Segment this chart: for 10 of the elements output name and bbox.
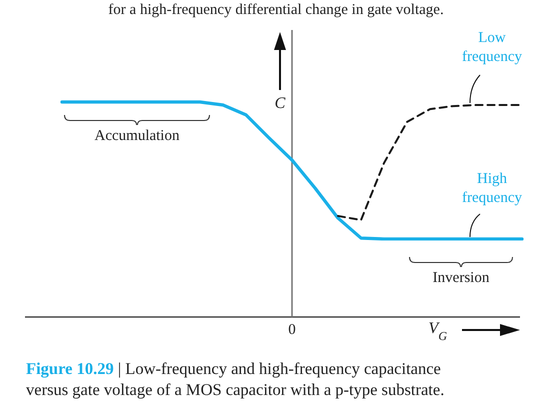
text: High frequency [462, 171, 522, 206]
annotation: Inversion [432, 270, 490, 286]
y-axis-title: C [274, 95, 286, 112]
annotation: Accumulation [94, 128, 180, 144]
text: 0 [288, 322, 296, 338]
text: Low frequency [462, 30, 522, 65]
text: for a high-frequency differential change in gate voltage. [108, 2, 444, 18]
text: versus gate voltage of a MOS capacitor with a p-type substrate. [26, 380, 444, 399]
x-axis-title: V$_{G}$ [428, 320, 448, 343]
caption: Figure 10.29 | Low-frequency and high-frequency capacitance [26, 359, 441, 378]
